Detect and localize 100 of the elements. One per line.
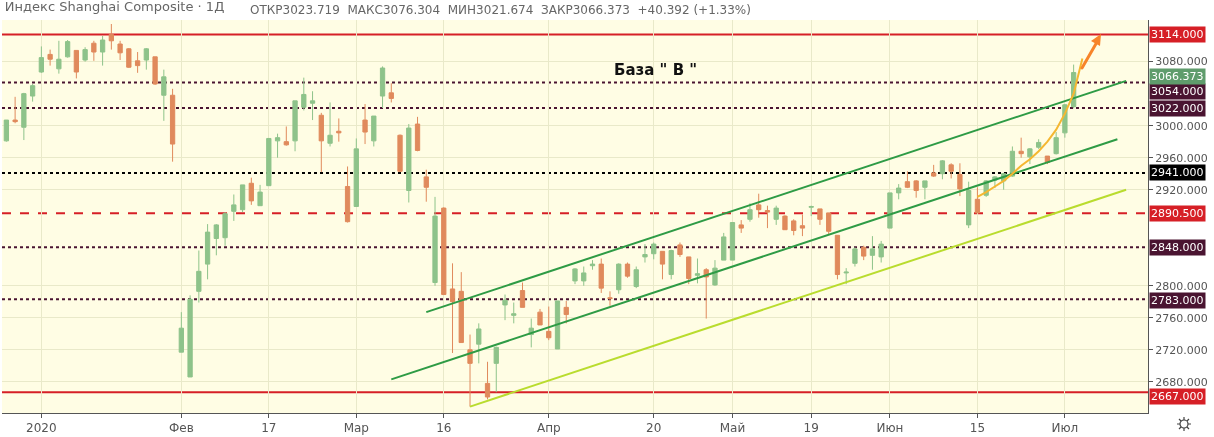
candlestick [939,159,946,180]
ref-line-label: 3114.000 [1151,28,1204,41]
candlestick [108,23,114,51]
candlestick [117,40,123,61]
candlestick [502,294,508,321]
x-tick-label: Июн [876,421,904,436]
candlestick [458,271,464,344]
candlestick [169,88,176,163]
candlestick [309,90,316,121]
candlestick [887,192,893,229]
candlestick [904,170,911,189]
candlestick [1018,137,1024,159]
candlestick [64,39,71,59]
candlestick [686,256,692,285]
candlestick [21,92,27,141]
candlestick [467,334,473,408]
candlestick [817,208,823,226]
candlestick [764,205,771,229]
candlestick [126,47,132,69]
candlestick [624,262,631,279]
candlestick [257,184,263,207]
candlestick [432,196,438,287]
candlestick [318,112,324,173]
candlestick [537,308,543,326]
ref-line-label: 2848.000 [1151,241,1204,254]
x-tick-label: Июл [1051,421,1079,436]
x-tick-label: 16 [436,421,452,436]
annotation: База " В " [614,61,698,79]
candlestick [266,137,272,187]
candlestick [239,184,246,213]
candlestick [913,179,919,199]
candlestick [721,232,727,261]
y-tick-label: 2920.000 [1155,183,1208,197]
candlestick [694,258,701,284]
candlestick [213,223,219,256]
candlestick [896,183,902,200]
candlestick [598,258,604,294]
candlestick [161,69,167,122]
y-tick-label: 2960.000 [1155,151,1208,165]
candlestick [134,51,141,74]
candlestick [546,306,552,341]
x-tick-label: 15 [969,421,986,436]
candlestick [633,266,639,289]
ref-line-label: 3054.000 [1151,85,1204,98]
x-tick-label: 20 [646,421,662,436]
candlestick [1027,147,1033,165]
candlestick [3,119,10,143]
y-tick-label: 3000.000 [1155,119,1208,133]
candlestick [1053,131,1059,155]
text: 3066.373 [1151,70,1204,83]
candlestick [668,249,674,280]
candlestick [406,123,412,203]
y-tick-label: 2760.000 [1155,311,1208,325]
candlestick [38,45,45,74]
x-tick-label: Мар [343,421,369,436]
ref-line-label: 3022.000 [1151,102,1204,115]
candlestick [808,205,814,217]
candlestick [852,246,858,268]
candlestick [957,162,963,197]
candlestick [353,137,359,207]
candlestick [222,211,228,247]
candlestick [616,262,622,295]
x-tick-label: 19 [803,421,819,436]
candlestick [843,267,849,285]
candlestick [99,35,106,67]
candlestick [301,77,307,111]
candlestick [196,250,202,304]
candlestick [449,262,456,354]
candlestick [922,180,928,200]
candlestick [974,186,981,214]
x-tick-label: 17 [261,421,277,436]
candlestick [292,100,298,152]
ref-line-label: 2890.500 [1151,207,1204,220]
candlestick [152,56,158,86]
candlestick [379,65,386,109]
candlestick [178,311,184,353]
candlestick [642,243,648,264]
candlestick [729,222,736,261]
candlestick [834,234,841,280]
candlestick [204,223,211,280]
candlestick [274,133,281,159]
candlestick [187,294,193,378]
candlestick [677,242,683,258]
candlestick [414,116,421,152]
candlestick [484,361,491,400]
candlestick [12,96,18,124]
candlestick [826,212,832,236]
candlestick [73,49,79,79]
candlestick [554,300,561,350]
candlestick [519,282,526,308]
candlestick [581,266,587,287]
candlestick [441,206,447,296]
candlestick [56,40,62,75]
candlestick [572,267,578,285]
candlestick [869,235,876,271]
candlestick [659,250,666,280]
candlestick [931,164,937,178]
candlestick [878,240,884,264]
candlestick [82,46,88,63]
candlestick [327,101,333,147]
